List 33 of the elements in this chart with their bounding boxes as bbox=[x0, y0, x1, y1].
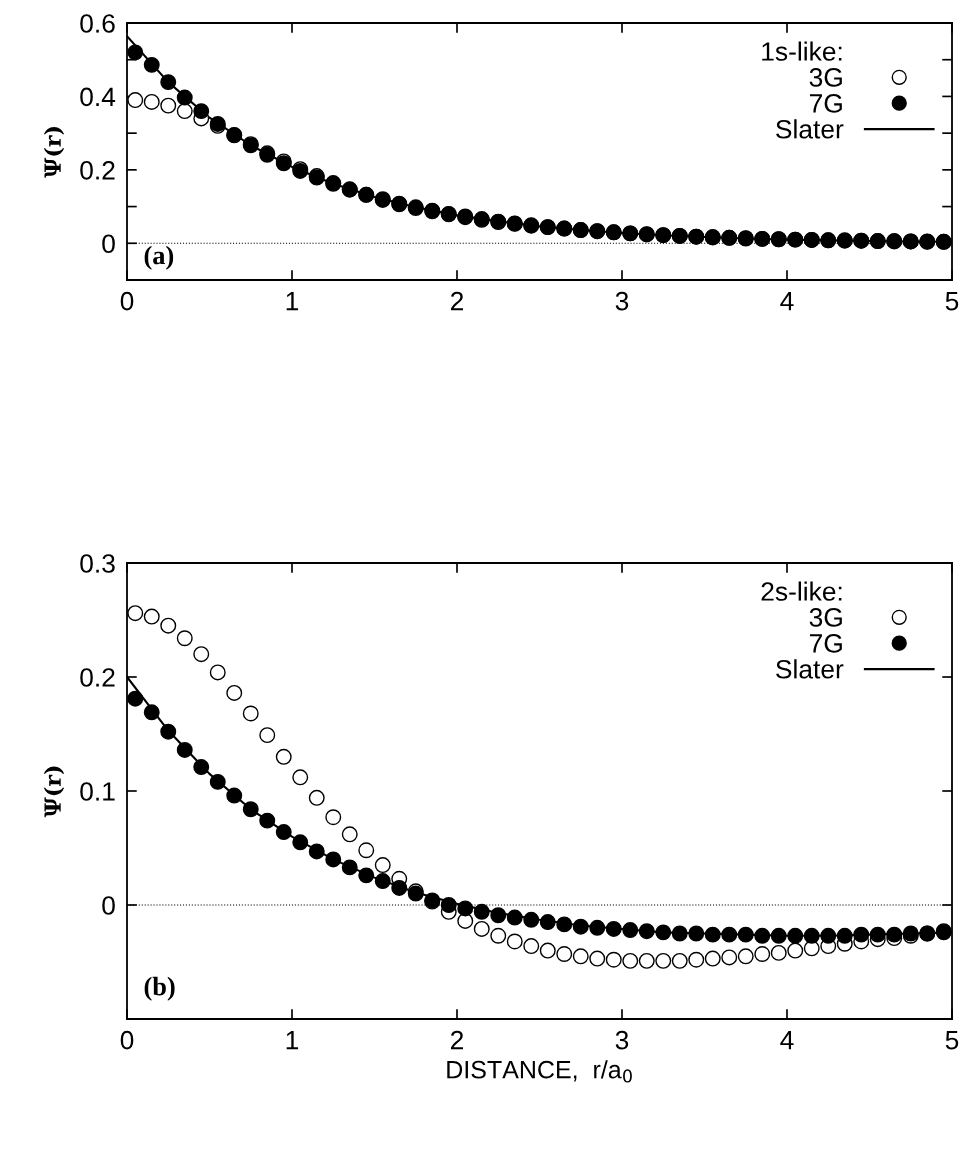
x-tick-label: 4 bbox=[780, 292, 794, 311]
x-axis-title: DISTANCE, r/a$_{0}$ bbox=[447, 1060, 632, 1083]
y-tick-label: 0.2 bbox=[80, 160, 115, 180]
x-tick-label: 0 bbox=[120, 291, 134, 311]
y-tick-label: 0.1 bbox=[80, 782, 115, 801]
x-tick-label: 1 bbox=[286, 1031, 299, 1050]
x-tick-label: 2 bbox=[450, 1030, 464, 1050]
x-tick-label: 4 bbox=[780, 1031, 794, 1050]
legend-title: 2s-like: bbox=[761, 581, 842, 601]
legend-label: Slater bbox=[776, 659, 844, 679]
y-tick-label: 0 bbox=[102, 896, 115, 915]
x-tick-label: 1 bbox=[286, 292, 299, 311]
x-tick-label: 0 bbox=[120, 1030, 134, 1050]
legend-label: 3G bbox=[809, 68, 842, 87]
y-tick-label: 0.6 bbox=[80, 14, 115, 33]
x-tick-label: 5 bbox=[945, 1031, 959, 1050]
x-tick-label: 3 bbox=[615, 1030, 629, 1050]
annotation: (b) bbox=[144, 976, 175, 1001]
y-axis-title: Ψ(r) bbox=[43, 766, 65, 818]
legend-label: 7G bbox=[809, 94, 842, 113]
x-tick-label: 5 bbox=[945, 292, 959, 311]
y-tick-label: 0 bbox=[102, 234, 115, 254]
x-tick-label: 2 bbox=[450, 291, 464, 311]
y-tick-label: 0.3 bbox=[80, 554, 115, 573]
y-tick-label: 0.2 bbox=[80, 668, 115, 687]
y-axis-title: Ψ(r) bbox=[43, 127, 65, 178]
x-tick-label: 3 bbox=[615, 291, 629, 311]
legend-label: 7G bbox=[809, 634, 842, 653]
legend-label: 3G bbox=[809, 608, 842, 627]
annotation: (a) bbox=[144, 245, 174, 270]
legend-title: 1s-like: bbox=[762, 41, 842, 61]
y-tick-label: 0.4 bbox=[80, 87, 116, 107]
legend-label: Slater bbox=[776, 119, 844, 139]
